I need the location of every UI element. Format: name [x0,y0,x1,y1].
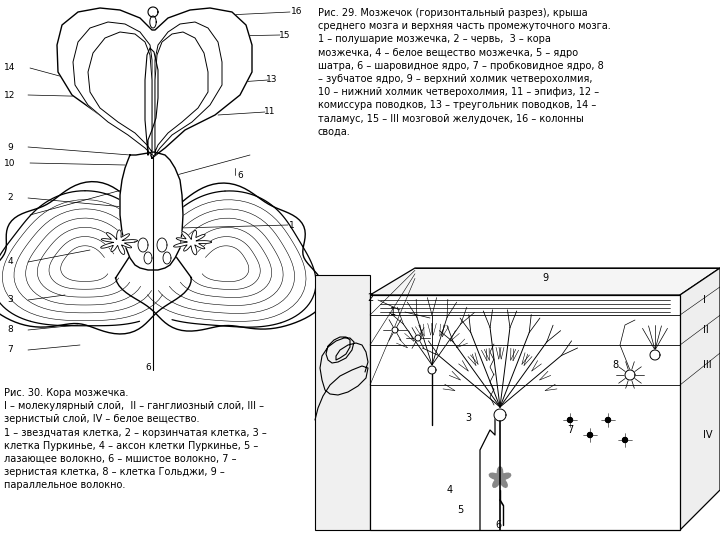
Text: II: II [703,325,708,335]
Polygon shape [163,252,171,264]
Text: IV: IV [703,430,713,440]
Text: 14: 14 [4,64,16,72]
Polygon shape [157,238,167,252]
Text: 9: 9 [7,143,13,152]
Polygon shape [392,327,398,333]
Polygon shape [150,16,156,28]
Text: 7: 7 [7,346,13,354]
Polygon shape [174,231,212,255]
Text: 11: 11 [264,107,276,117]
Text: III: III [703,360,711,370]
Text: 4: 4 [447,485,453,495]
Polygon shape [680,268,720,530]
Polygon shape [606,417,611,422]
Polygon shape [650,350,660,360]
Polygon shape [138,238,148,252]
Text: 6: 6 [495,520,501,530]
Polygon shape [623,437,628,442]
Polygon shape [73,22,152,155]
Polygon shape [490,467,510,487]
Text: 13: 13 [266,76,278,84]
Text: 8: 8 [612,360,618,370]
Polygon shape [588,433,593,437]
Polygon shape [415,335,421,341]
Polygon shape [101,230,138,254]
Text: 6: 6 [237,171,243,179]
Text: Рис. 30. Кора мозжечка.
I – молекулярный слой,  II – ганглиозный слой, III –
зер: Рис. 30. Кора мозжечка. I – молекулярный… [4,388,266,490]
Text: 3: 3 [465,413,471,423]
Polygon shape [155,32,208,152]
Polygon shape [57,8,252,158]
Polygon shape [88,32,152,152]
Polygon shape [148,7,158,17]
Text: 16: 16 [292,8,302,17]
Polygon shape [155,22,222,155]
Text: 5: 5 [457,505,463,515]
Polygon shape [370,295,680,530]
Text: 2: 2 [7,193,13,202]
Text: 9: 9 [542,273,548,283]
Polygon shape [370,268,720,295]
Text: 10: 10 [4,159,16,167]
Text: 3: 3 [7,295,13,305]
Polygon shape [315,275,370,530]
Text: Рис. 29. Мозжечок (горизонтальный разрез), крыша
среднего мозга и верхняя часть : Рис. 29. Мозжечок (горизонтальный разрез… [318,8,611,137]
Polygon shape [0,181,192,334]
Polygon shape [116,183,325,331]
Polygon shape [428,366,436,374]
Text: 8: 8 [7,326,13,334]
Text: I: I [703,295,706,305]
Text: 6: 6 [145,363,151,373]
Polygon shape [120,152,183,270]
Text: 15: 15 [279,30,291,39]
Polygon shape [315,275,720,540]
Text: 1: 1 [289,220,295,230]
Text: 7: 7 [567,425,573,435]
Polygon shape [625,370,635,380]
Polygon shape [567,417,572,422]
Text: 4: 4 [7,258,13,267]
Polygon shape [144,252,152,264]
Polygon shape [494,409,506,421]
Text: 2: 2 [367,293,373,303]
Text: 12: 12 [4,91,16,99]
Text: 1: 1 [390,307,396,317]
